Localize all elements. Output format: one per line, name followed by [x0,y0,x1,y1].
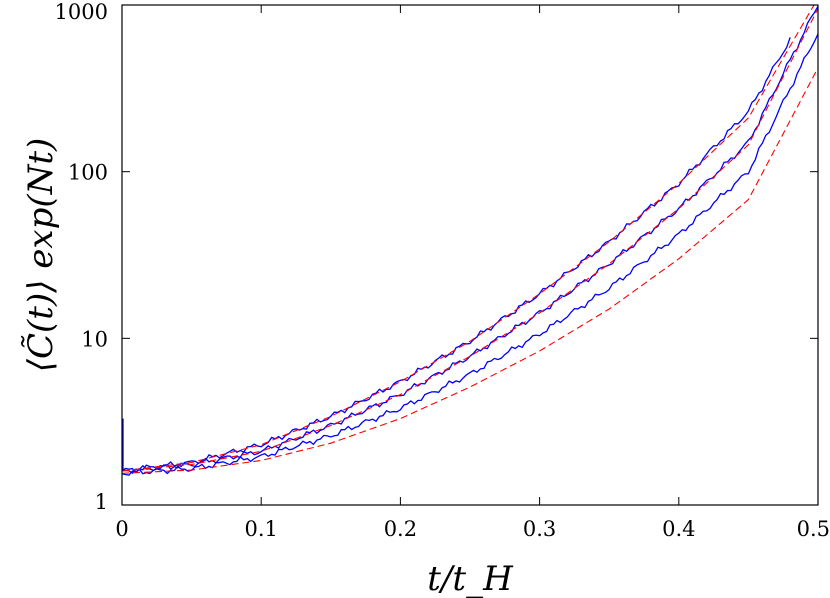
y-tick-label: 1000 [55,0,108,24]
theory-curve [122,8,818,472]
x-tick-label: 0.2 [384,517,417,541]
x-axis-label: t/t_H [427,559,514,598]
x-tick-label: 0.5 [797,517,830,541]
plot-frame [121,4,819,506]
simulation-curve [122,33,818,476]
y-tick-label: 100 [68,161,108,185]
x-tick-label: 0.3 [523,517,556,541]
tick-layer: 0 0.1 0.2 0.3 0.4 0.5 1 10 100 1000 [55,0,830,541]
x-tick-label: 0 [115,517,128,541]
x-tick-label: 0.4 [662,517,695,541]
y-tick-label: 10 [81,327,108,351]
y-tick-label: 1 [95,490,108,514]
y-axis-label: ⟨C̃(t)⟩ exp(Nt) [21,138,61,373]
theory-curve [122,5,815,472]
simulation-curve [122,37,791,474]
theory-curve [122,67,818,474]
simulation-curve [122,5,818,474]
series-layer [122,5,818,476]
x-tick-label: 0.1 [244,517,277,541]
